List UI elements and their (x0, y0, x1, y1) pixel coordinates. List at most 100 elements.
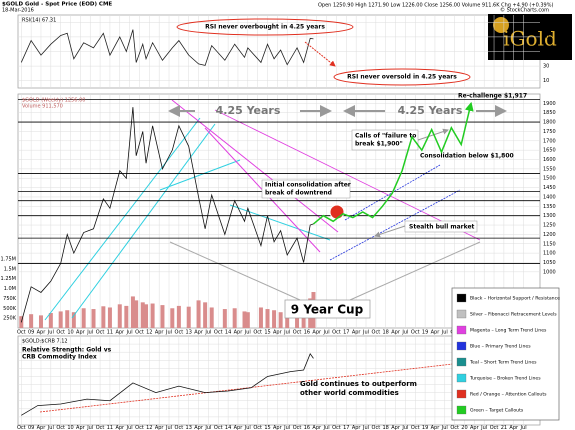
volume-bar (130, 296, 135, 328)
x-tick-label: 20 (461, 425, 467, 430)
x-tick-label: 16 (304, 425, 310, 430)
y-tick-label: 1350 (543, 204, 556, 210)
x-tick-label: Jul (204, 330, 211, 336)
volume-bar (124, 305, 129, 328)
x-tick-label: Jul (244, 330, 251, 336)
title: $GOLD Gold - Spot Price (EOD) CME (2, 2, 112, 8)
x-tick-label: 10 (67, 425, 73, 430)
y-tick-label: 1150 (543, 241, 556, 247)
y-tick-label: 1.5M (4, 266, 16, 272)
x-tick-label: Apr (273, 425, 283, 430)
legend-text: Black – Horizontal Support / Resistance (470, 296, 560, 302)
x-tick-label: 13 (186, 330, 192, 336)
legend-swatch (456, 309, 467, 319)
volume-bar (242, 311, 247, 328)
panel-subtitle: Relative Strength: Gold vs (22, 347, 112, 354)
volume-bar (91, 309, 96, 328)
x-tick-label: 10 (67, 330, 73, 336)
x-tick-label: 17 (343, 330, 349, 336)
annotation: 4.25 Years (216, 104, 281, 117)
y-tick-label: 1850 (543, 110, 556, 116)
x-tick-label: Oct (96, 330, 105, 336)
x-tick-label: Oct (175, 330, 184, 336)
x-tick-label: Oct (214, 425, 223, 430)
y-tick-label: 1300 (543, 213, 556, 219)
annotation: Consolidation below $1,800 (420, 153, 514, 160)
x-tick-label: Oct (135, 425, 144, 430)
y-tick-label: 30 (543, 64, 549, 70)
y-tick-label: 1050 (543, 260, 556, 266)
x-tick-label: Apr (37, 425, 47, 430)
volume-bar (144, 304, 149, 328)
x-tick-label: Apr (37, 330, 47, 336)
volume-bar (107, 307, 112, 328)
volume-bar (278, 312, 283, 328)
volume-bar (209, 307, 214, 328)
logo-coin (493, 17, 509, 33)
volume-bar (265, 309, 270, 328)
x-tick-label: Jul (244, 425, 251, 430)
date: 18-Mar-2016 (2, 8, 34, 14)
annotation: 4.25 Years (398, 104, 463, 117)
x-tick-label: Oct (214, 330, 223, 336)
x-tick-label: Jul (283, 330, 290, 336)
volume-bar (101, 306, 106, 328)
volume-bar (134, 300, 139, 328)
x-tick-label: Apr (194, 330, 204, 336)
x-tick-label: Oct (56, 425, 65, 430)
x-tick-label: 14 (225, 425, 231, 430)
x-tick-label: Oct (17, 330, 26, 336)
x-tick-label: 15 (264, 425, 270, 430)
volume-bar (272, 310, 277, 328)
y-tick-label: 1.25M (1, 276, 16, 282)
legend-text: Magenta – Long Term Trend Lines (470, 328, 547, 334)
x-tick-label: Apr (115, 425, 125, 430)
x-tick-label: Apr (312, 330, 322, 336)
y-tick-label: 1450 (543, 185, 556, 191)
x-tick-label: 18 (383, 330, 389, 336)
x-tick-label: Oct (332, 330, 341, 336)
y-tick-label: 50 (543, 49, 549, 55)
annotation: break of downtrend (265, 190, 332, 197)
x-tick-label: Apr (273, 330, 283, 336)
x-tick-label: Jul (204, 425, 211, 430)
volume-bar (222, 309, 227, 328)
x-tick-label: Jul (323, 330, 330, 336)
volume-bar (176, 305, 181, 328)
projection-line (312, 101, 474, 225)
volume-bar (203, 302, 208, 328)
annotation: Calls of "failure to (355, 133, 416, 140)
y-tick-label: 70 (543, 34, 549, 40)
annotation: Initial consolidation after (265, 182, 351, 189)
x-tick-label: Apr (155, 425, 165, 430)
x-tick-label: Jul (441, 330, 448, 336)
x-tick-label: Oct (253, 425, 262, 430)
legend-box (451, 287, 560, 421)
volume-bar (170, 308, 175, 328)
annotation: Gold continues to outperform (300, 380, 417, 388)
x-tick-label: Jul (323, 425, 330, 430)
x-tick-label: Apr (194, 425, 204, 430)
volume-bar (117, 304, 122, 328)
volume-bar (196, 300, 201, 328)
x-tick-label: Apr (470, 425, 480, 430)
volume-bar (140, 302, 145, 328)
x-tick-label: Jul (401, 425, 408, 430)
x-tick-label: Apr (234, 330, 244, 336)
x-tick-label: Oct (175, 425, 184, 430)
volume-bar (71, 312, 76, 328)
legend-swatch (456, 389, 467, 399)
volume-bar (29, 314, 34, 328)
x-tick-label: Apr (115, 330, 125, 336)
x-tick-label: 09 (28, 425, 34, 430)
x-tick-label: Apr (352, 425, 362, 430)
x-tick-label: 19 (422, 425, 428, 430)
legend-text: Teal – Short Term Trend Lines (469, 360, 537, 366)
x-tick-label: 15 (264, 330, 270, 336)
x-tick-label: Jul (520, 425, 527, 430)
y-tick-label: 1900 (543, 101, 556, 107)
x-tick-label: Apr (312, 425, 322, 430)
y-tick-label: 1200 (543, 232, 556, 238)
y-tick-label: 1600 (543, 157, 556, 163)
